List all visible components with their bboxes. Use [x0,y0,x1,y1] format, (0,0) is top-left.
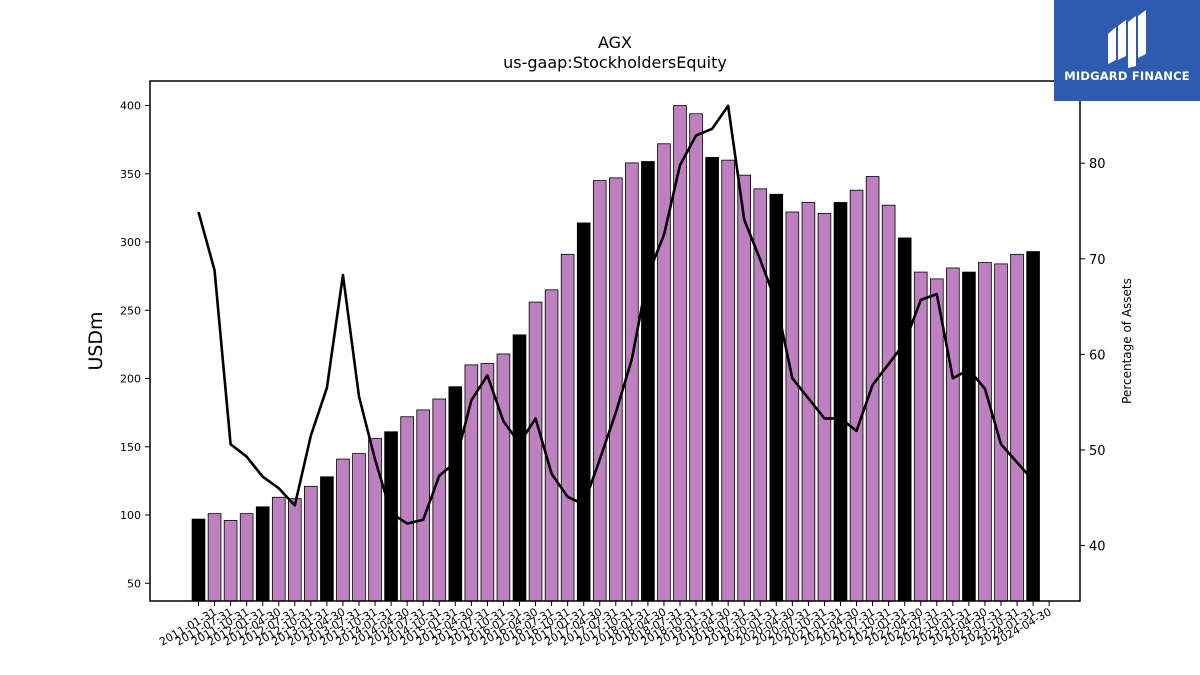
bar [881,204,896,602]
y2-tick-label: 40 [1089,540,1106,555]
y-tick-label: 100 [120,509,141,522]
y-tick-label: 300 [120,236,141,249]
bar [978,262,992,602]
bar [432,398,447,602]
bar [833,202,848,602]
bar [705,157,719,602]
y-tick-label: 150 [120,441,141,454]
bar [817,212,832,602]
bar [849,189,864,602]
y-tick-label: 400 [120,100,141,113]
bar [512,334,527,602]
bar [239,513,254,602]
bar [897,237,912,602]
y2-tick-label: 50 [1089,444,1106,459]
bar [287,498,302,602]
bar [930,278,944,602]
percentage-line [197,104,1035,525]
bar [801,202,816,602]
bar [576,222,591,602]
midgard-logo-icon [1108,10,1146,68]
bar [625,162,639,602]
bar [1010,253,1024,602]
bar [1026,251,1040,602]
bar [352,453,366,602]
brand-name: MIDGARD FINANCE [1064,69,1190,83]
bar [769,193,784,602]
bar [913,271,928,602]
bar [721,159,735,602]
bar [962,271,976,602]
bar [223,520,238,602]
y2-axis-label: Percentage of Assets [1120,278,1134,404]
bar [255,506,270,602]
bar [271,496,286,602]
bar [448,386,463,602]
bar [592,180,607,602]
y2-tick-label: 60 [1089,348,1106,363]
bar [689,113,703,602]
bar [336,458,350,602]
bar [320,476,334,602]
bar [544,289,559,602]
bar [609,177,623,602]
plot-area: 5010015020025030035040040506070802011-01… [120,80,1106,649]
y2-tick-label: 80 [1089,157,1106,172]
bar [400,416,414,602]
bar [641,161,655,602]
bar [304,485,318,602]
y-tick-label: 50 [127,577,141,590]
plot-frame [149,80,1081,602]
bar [560,253,575,602]
bar [496,353,511,602]
bar [946,267,960,602]
bar [207,513,222,602]
bar [785,211,800,602]
bar [737,174,751,602]
bar [191,518,206,602]
y-tick-label: 350 [120,168,141,181]
y-axis-label: USDm [85,311,107,370]
bar [480,363,495,602]
brand-logo: MIDGARD FINANCE [1054,0,1200,101]
y-tick-label: 200 [120,373,141,386]
chart-subtitle: us-gaap:StockholdersEquity [503,53,727,72]
bar [528,301,543,602]
y2-tick-label: 70 [1089,253,1106,268]
chart-title: AGX [598,33,632,52]
y-tick-label: 250 [120,304,141,317]
